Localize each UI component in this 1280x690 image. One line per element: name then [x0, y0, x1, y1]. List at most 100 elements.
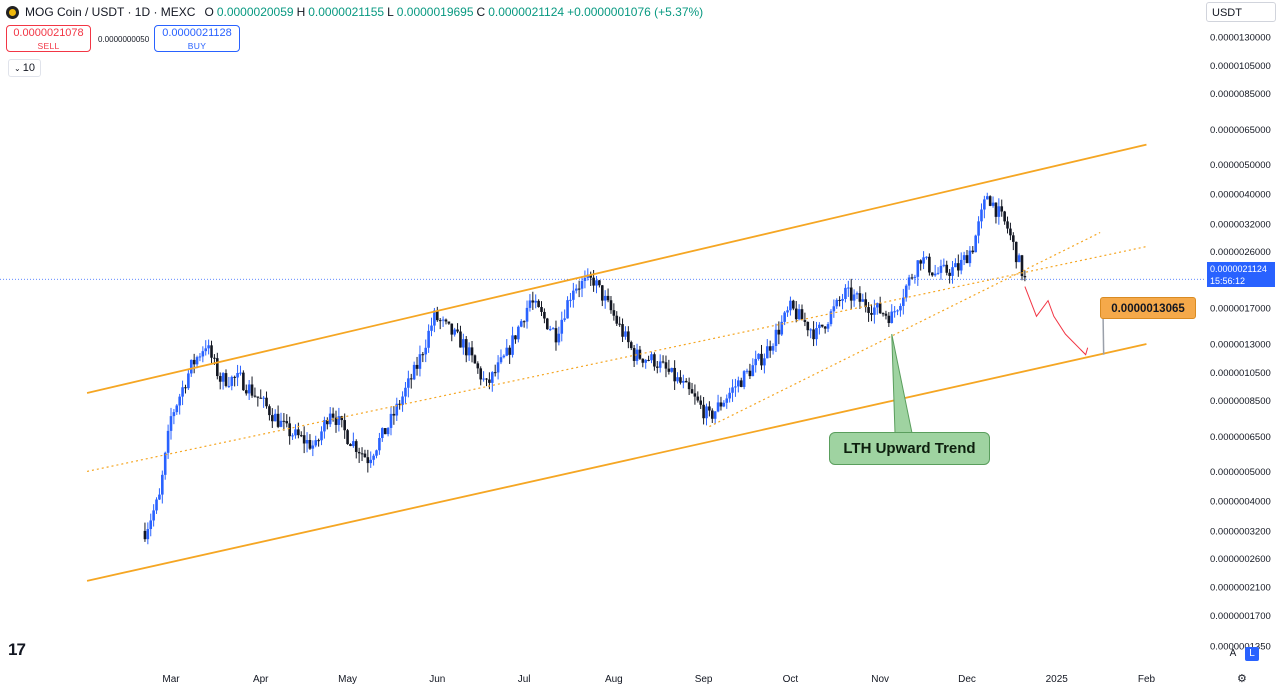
buy-price: 0.0000021128: [162, 27, 232, 39]
channel-upper-line: [86, 143, 1147, 394]
target-price-label[interactable]: 0.0000013065: [1100, 297, 1196, 319]
candle-body: [823, 326, 827, 329]
candle-body: [844, 287, 847, 299]
candle-body: [560, 319, 564, 334]
candle-body: [794, 308, 798, 320]
candle-body: [731, 387, 734, 393]
y-tick-label: 0.0000130000: [1210, 33, 1271, 44]
candle-body: [502, 355, 506, 358]
sell-button[interactable]: 0.0000021078 SELL: [6, 25, 91, 52]
candle-body: [606, 295, 610, 301]
candle-body: [216, 358, 219, 377]
chevron-down-icon: ⌄: [14, 64, 21, 73]
candle-body: [977, 221, 980, 236]
candle-body: [670, 367, 674, 372]
candle-body: [988, 196, 992, 206]
candle-body: [994, 202, 998, 217]
candle-body: [815, 328, 818, 340]
target-connector: [1102, 311, 1105, 355]
candle-body: [256, 396, 260, 398]
y-tick-label: 0.0000085000: [1210, 89, 1271, 100]
log-scale-button[interactable]: L: [1245, 647, 1259, 661]
candle-body: [291, 435, 294, 437]
candle-body: [595, 280, 598, 286]
candle-body: [181, 387, 184, 397]
auto-scale-button[interactable]: A: [1229, 648, 1237, 659]
candle-body: [259, 397, 263, 399]
candle-body: [965, 255, 969, 264]
candle-body: [401, 396, 404, 405]
low-value: 0.0000019695: [396, 5, 474, 19]
x-tick-label: 2025: [1046, 674, 1069, 685]
high-value: 0.0000021155: [308, 5, 385, 19]
candle-body: [974, 235, 977, 253]
candle-body: [957, 263, 960, 271]
candle-body: [569, 299, 572, 301]
low-key: L: [387, 5, 394, 19]
projection-path: [1024, 286, 1087, 356]
channel-lower-line: [86, 343, 1147, 582]
candle-body: [968, 250, 972, 264]
symbol-title[interactable]: MOG Coin / USDT · 1D · MEXC: [25, 5, 196, 19]
candle-body: [1012, 235, 1015, 242]
buy-button[interactable]: 0.0000021128 BUY: [154, 25, 240, 52]
candle-body: [783, 312, 786, 322]
candle-body: [632, 348, 636, 361]
candle-body: [1009, 228, 1012, 236]
candle-body: [653, 354, 656, 367]
candle-body: [563, 318, 566, 320]
close-key: C: [476, 5, 486, 19]
candle-body: [250, 384, 254, 396]
candle-body: [389, 413, 393, 428]
x-tick-label: Jun: [429, 674, 445, 685]
tradingview-logo-icon[interactable]: 17: [8, 640, 26, 659]
lth-trend-callout[interactable]: LTH Upward Trend: [829, 432, 990, 465]
candle-body: [511, 335, 514, 355]
candle-body: [792, 300, 795, 309]
candle-body: [702, 404, 705, 419]
candle-body: [624, 331, 627, 337]
candle-body: [873, 307, 876, 315]
candle-body: [777, 329, 781, 335]
candle-body: [415, 364, 419, 369]
candle-body: [169, 416, 173, 431]
indicators-toggle[interactable]: ⌄ 10: [8, 59, 41, 77]
candle-body: [175, 405, 179, 413]
y-tick-label: 0.0000105000: [1210, 61, 1271, 72]
candle-body: [734, 386, 737, 388]
settings-icon[interactable]: ⚙: [1237, 673, 1247, 685]
candle-body: [864, 299, 867, 308]
candle-body: [554, 328, 558, 343]
candle-body: [858, 293, 862, 302]
candle-body: [172, 412, 176, 417]
y-tick-label: 0.0000008500: [1210, 396, 1271, 407]
candle-body: [615, 315, 619, 324]
y-tick-label: 0.0000040000: [1210, 190, 1271, 201]
candle-body: [673, 367, 676, 382]
candle-body: [983, 199, 986, 210]
candle-body: [485, 378, 488, 380]
candle-body: [679, 377, 682, 383]
candle-body: [331, 413, 335, 418]
candle-body: [392, 413, 396, 416]
candle-body: [760, 353, 763, 366]
candle-body: [499, 357, 503, 363]
candle-body: [1017, 255, 1021, 263]
candle-body: [919, 260, 922, 264]
candle-body: [262, 397, 265, 399]
candle-body: [424, 347, 428, 355]
candle-body: [771, 345, 775, 351]
candle-body: [930, 272, 934, 276]
candle-body: [192, 359, 196, 365]
buy-label: BUY: [187, 41, 207, 51]
candle-body: [459, 331, 462, 348]
callout-pointer: [891, 334, 913, 434]
candle-body: [598, 280, 601, 286]
candle-body: [922, 257, 925, 264]
candle-body: [684, 380, 688, 383]
candle-body: [820, 324, 824, 327]
currency-select[interactable]: USDT: [1206, 2, 1276, 22]
candle-body: [609, 300, 613, 311]
candle-body: [644, 359, 648, 363]
